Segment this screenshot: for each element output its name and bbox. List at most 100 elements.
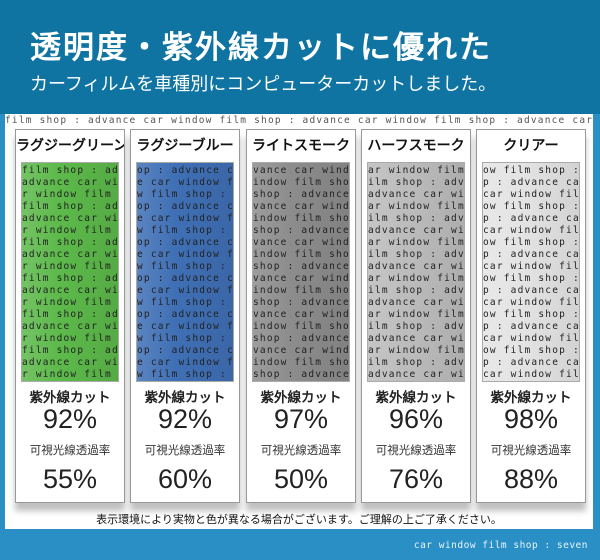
uv-cut-value: 92% <box>42 404 98 434</box>
swatch-text-line: vance car window film shop : advance car… <box>253 273 349 284</box>
swatch-text-line: r window film shop : advance car window … <box>22 225 118 236</box>
swatch-text-line: vance car window film shop : advance car… <box>253 237 349 248</box>
footer-shop-name: car window film shop : seven <box>413 540 588 551</box>
swatch-text-line: e car window film shop : advance car win… <box>137 285 233 296</box>
swatch-text-line: ar window film shop : advance car window… <box>368 309 464 320</box>
swatch-text-line: ar window film shop : advance car window… <box>368 273 464 284</box>
uv-cut-label: 紫外線カット <box>490 390 572 406</box>
visible-light-value: 76% <box>388 464 444 494</box>
visible-light-label: 可視光線透過率 <box>29 443 111 457</box>
swatch-text-line: car window film shop : advance car windo… <box>483 369 579 380</box>
swatch-text-line: op : advance car window film shop : adva… <box>137 165 233 176</box>
visible-light-value: 50% <box>273 464 329 494</box>
swatch-text-line: e car window film shop : advance car win… <box>137 177 233 188</box>
film-color-swatch: film shop : advance car window film shop… <box>21 162 119 382</box>
film-color-swatch: vance car window film shop : advance car… <box>252 162 350 382</box>
uv-cut-label: 紫外線カット <box>144 390 226 406</box>
swatch-text-line: w film shop : advance car window film sh… <box>137 369 233 380</box>
swatch-text-line: advance car window film shop : advance c… <box>368 189 464 200</box>
swatch-text-line: vance car window film shop : advance car… <box>253 345 349 356</box>
visible-light-label: 可視光線透過率 <box>375 443 457 457</box>
page-subtitle: カーフィルムを車種別にコンピューターカットしました。 <box>30 74 497 95</box>
film-color-swatch: op : advance car window film shop : adva… <box>136 162 234 382</box>
swatch-text-line: ar window film shop : advance car window… <box>368 345 464 356</box>
swatch-text-line: advance car window film shop : advance c… <box>368 225 464 236</box>
film-name: ラグジーグリーン <box>16 138 124 154</box>
swatch-text-line: p : advance car window film shop : advan… <box>483 177 579 188</box>
swatch-text-line: shop : advance car window film shop : ad… <box>253 369 349 380</box>
visible-light-label: 可視光線透過率 <box>490 443 572 457</box>
swatch-text-line: ar window film shop : advance car window… <box>368 201 464 212</box>
uv-cut-label: 紫外線カット <box>260 390 342 406</box>
swatch-text-line: shop : advance car window film shop : ad… <box>253 189 349 200</box>
swatch-text-line: advance car window film shop : advance c… <box>22 177 118 188</box>
swatch-text-line: r window film shop : advance car window … <box>22 189 118 200</box>
swatch-text-line: ilm shop : advance car window film shop … <box>368 357 464 368</box>
uv-cut-value: 97% <box>273 404 329 434</box>
film-card: ハーフスモーク ar window film shop : advance ca… <box>361 129 471 503</box>
film-name: クリアー <box>503 138 559 154</box>
swatch-text-line: e car window film shop : advance car win… <box>137 321 233 332</box>
film-color-swatch: ar window film shop : advance car window… <box>367 162 465 382</box>
swatch-text-line: indow film shop : advance car window fil… <box>253 357 349 368</box>
swatch-text-line: ow film shop : advance car window film s… <box>483 165 579 176</box>
swatch-text-line: film shop : advance car window film shop… <box>22 309 118 320</box>
swatch-text-line: vance car window film shop : advance car… <box>253 309 349 320</box>
swatch-text-line: ow film shop : advance car window film s… <box>483 273 579 284</box>
visible-light-label: 可視光線透過率 <box>144 443 226 457</box>
swatch-text-line: advance car window film shop : advance c… <box>22 321 118 332</box>
visible-light-value: 60% <box>157 464 213 494</box>
film-card: ライトスモーク vance car window film shop : adv… <box>246 129 356 503</box>
swatch-text-line: film shop : advance car window film shop… <box>22 201 118 212</box>
film-comparison-panel: film shop : advance car window film shop… <box>5 114 593 529</box>
swatch-text-line: vance car window film shop : advance car… <box>253 165 349 176</box>
swatch-text-line: p : advance car window film shop : advan… <box>483 357 579 368</box>
swatch-text-line: car window film shop : advance car windo… <box>483 297 579 308</box>
swatch-text-line: e car window film shop : advance car win… <box>137 213 233 224</box>
film-name: ライトスモーク <box>252 138 350 154</box>
swatch-text-line: film shop : advance car window film shop… <box>22 237 118 248</box>
swatch-text-line: w film shop : advance car window film sh… <box>137 261 233 272</box>
swatch-text-line: advance car window film shop : advance c… <box>22 249 118 260</box>
uv-cut-label: 紫外線カット <box>375 390 457 406</box>
swatch-text-line: indow film shop : advance car window fil… <box>253 321 349 332</box>
swatch-text-line: ar window film shop : advance car window… <box>368 165 464 176</box>
visible-light-value: 55% <box>42 464 98 494</box>
uv-cut-value: 92% <box>157 404 213 434</box>
swatch-text-line: r window film shop : advance car window … <box>22 369 118 380</box>
swatch-text-line: w film shop : advance car window film sh… <box>137 333 233 344</box>
swatch-text-line: advance car window film shop : advance c… <box>368 333 464 344</box>
swatch-text-line: indow film shop : advance car window fil… <box>253 249 349 260</box>
swatch-text-line: shop : advance car window film shop : ad… <box>253 225 349 236</box>
swatch-text-line: indow film shop : advance car window fil… <box>253 177 349 188</box>
uv-cut-value: 96% <box>388 404 444 434</box>
swatch-text-line: ilm shop : advance car window film shop … <box>368 285 464 296</box>
film-card: ラグジーブルー op : advance car window film sho… <box>130 129 240 503</box>
swatch-text-line: r window film shop : advance car window … <box>22 261 118 272</box>
swatch-text-line: w film shop : advance car window film sh… <box>137 297 233 308</box>
swatch-text-line: ilm shop : advance car window film shop … <box>368 321 464 332</box>
swatch-text-line: shop : advance car window film shop : ad… <box>253 261 349 272</box>
swatch-text-line: shop : advance car window film shop : ad… <box>253 297 349 308</box>
film-card: クリアー ow film shop : advance car window f… <box>476 129 586 503</box>
visible-light-label: 可視光線透過率 <box>260 443 342 457</box>
film-name: ラグジーブルー <box>136 138 234 154</box>
swatch-text-line: advance car window film shop : advance c… <box>22 285 118 296</box>
swatch-text-line: film shop : advance car window film shop… <box>22 165 118 176</box>
swatch-text-line: op : advance car window film shop : adva… <box>137 237 233 248</box>
swatch-text-line: advance car window film shop : advance c… <box>22 213 118 224</box>
swatch-text-line: ilm shop : advance car window film shop … <box>368 177 464 188</box>
swatch-text-line: shop : advance car window film shop : ad… <box>253 333 349 344</box>
swatch-text-line: advance car window film shop : advance c… <box>368 369 464 380</box>
swatch-text-line: car window film shop : advance car windo… <box>483 333 579 344</box>
swatch-text-line: ow film shop : advance car window film s… <box>483 201 579 212</box>
swatch-text-line: r window film shop : advance car window … <box>22 333 118 344</box>
swatch-text-line: p : advance car window film shop : advan… <box>483 249 579 260</box>
film-card: ラグジーグリーン film shop : advance car window … <box>15 129 125 503</box>
swatch-text-line: e car window film shop : advance car win… <box>137 357 233 368</box>
uv-cut-value: 98% <box>503 404 559 434</box>
uv-cut-label: 紫外線カット <box>29 390 111 406</box>
swatch-text-line: op : advance car window film shop : adva… <box>137 201 233 212</box>
swatch-text-line: op : advance car window film shop : adva… <box>137 345 233 356</box>
background-pattern: film shop : advance car window film shop… <box>5 115 593 126</box>
